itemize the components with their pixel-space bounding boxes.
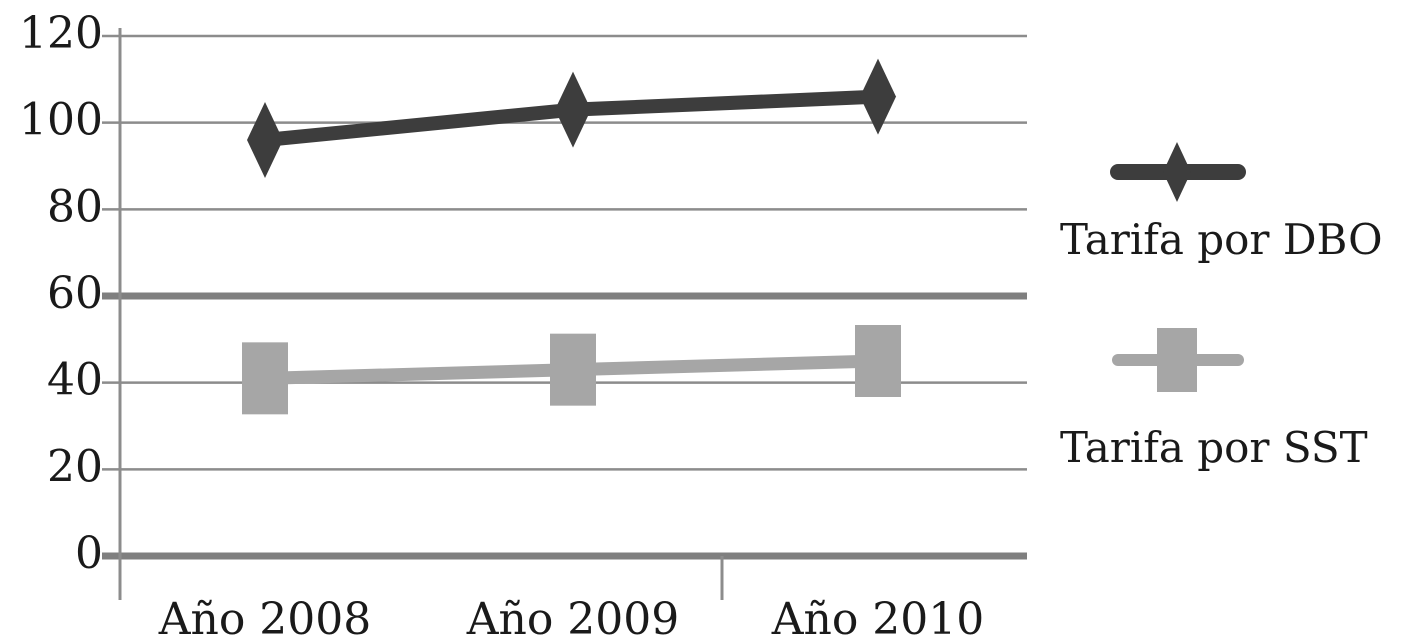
y-tick-label-80: 80 bbox=[47, 181, 103, 232]
x-axis-tick-labels: Año 2008 Año 2009 Año 2010 bbox=[158, 594, 985, 637]
data-point-sst-1 bbox=[242, 342, 288, 415]
y-axis-tick-labels: 0 20 40 60 80 100 120 bbox=[19, 8, 103, 579]
y-tick-label-0: 0 bbox=[75, 528, 103, 579]
y-tick-label-20: 20 bbox=[47, 441, 103, 492]
x-tick-label-1: Año 2008 bbox=[158, 594, 372, 637]
legend-label-2: Tarifa por SST bbox=[1060, 423, 1368, 472]
data-point-dbo-3 bbox=[860, 58, 896, 135]
legend-label-1: Tarifa por DBO bbox=[1060, 215, 1383, 264]
data-point-sst-2 bbox=[550, 333, 596, 406]
axes bbox=[118, 28, 724, 600]
y-tick-label-40: 40 bbox=[47, 355, 103, 406]
legend-marker-sst bbox=[1157, 328, 1197, 392]
y-tick-label-120: 120 bbox=[19, 8, 103, 59]
data-point-dbo-2 bbox=[555, 71, 591, 148]
x-tick-label-2: Año 2009 bbox=[466, 594, 680, 637]
x-tick-label-3: Año 2010 bbox=[771, 594, 985, 637]
legend-marker-dbo bbox=[1163, 142, 1191, 202]
legend: Tarifa por DBO Tarifa por SST bbox=[1060, 142, 1383, 472]
y-tick-label-100: 100 bbox=[19, 95, 103, 146]
y-tick-label-60: 60 bbox=[47, 268, 103, 319]
series bbox=[242, 58, 901, 415]
data-point-sst-3 bbox=[855, 325, 901, 397]
data-point-dbo-1 bbox=[247, 102, 283, 178]
